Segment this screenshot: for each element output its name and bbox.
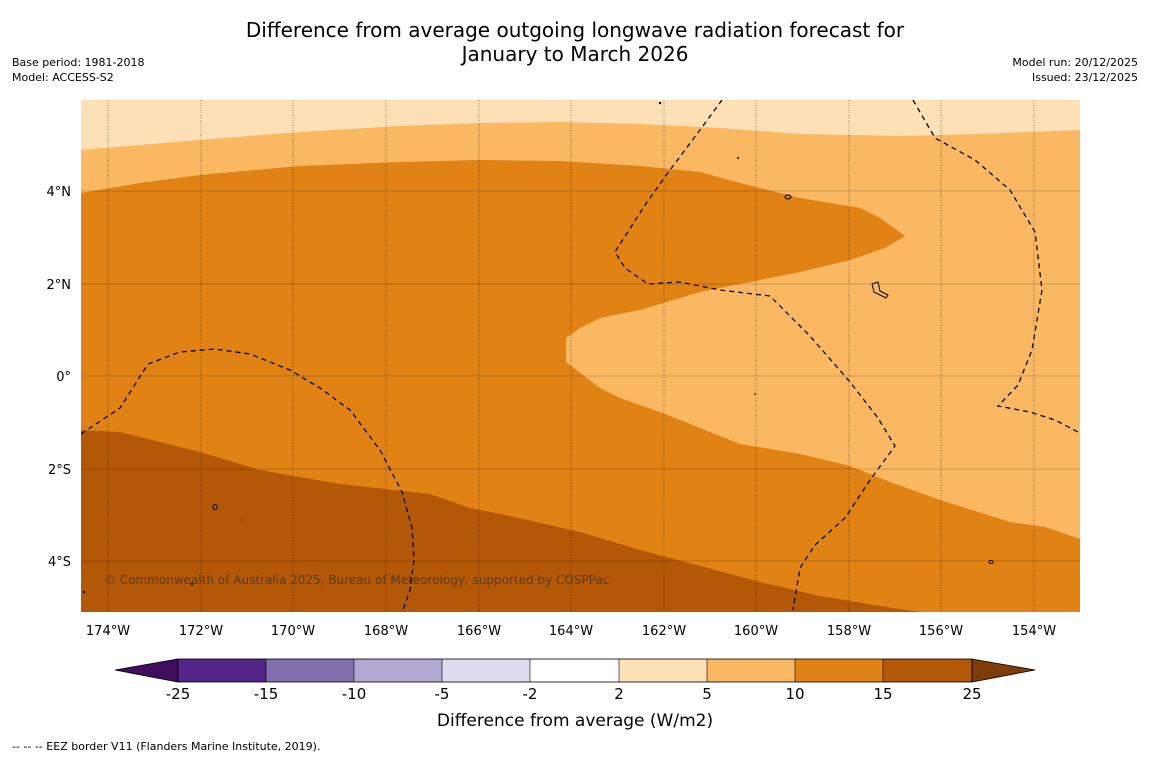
graticule xyxy=(107,100,1035,612)
lat-label: 4°S xyxy=(48,555,71,570)
lon-label: 154°W xyxy=(1012,624,1056,639)
title-line-2: January to March 2026 xyxy=(461,42,689,66)
colorbar-tick: 10 xyxy=(785,685,804,703)
lon-label: 158°W xyxy=(827,624,871,639)
lat-label: 0° xyxy=(56,370,71,385)
lon-label: 172°W xyxy=(179,624,223,639)
forecast-map: © Commonwealth of Australia 2025, Bureau… xyxy=(47,100,1080,731)
colorbar-swatch xyxy=(442,659,530,682)
map-title: Difference from average outgoing longwav… xyxy=(0,18,1150,66)
lon-label: 164°W xyxy=(549,624,593,639)
colorbar-swatch xyxy=(707,659,795,682)
model-run: Model run: 20/12/2025 xyxy=(1012,56,1138,69)
colorbar-tick: -15 xyxy=(254,685,279,703)
colorbar-tick: 25 xyxy=(962,685,981,703)
eez-borders xyxy=(81,100,1079,611)
colorbar-swatch xyxy=(266,659,354,682)
lon-label: 162°W xyxy=(642,624,686,639)
title-line-1: Difference from average outgoing longwav… xyxy=(245,18,905,42)
issued-date: Issued: 23/12/2025 xyxy=(1031,71,1138,84)
lon-label: 166°W xyxy=(457,624,501,639)
colorbar-swatch xyxy=(178,659,266,682)
meta-left: Base period: 1981-2018 Model: ACCESS-S2 xyxy=(12,55,144,85)
colorbar-arrow-high xyxy=(971,658,1036,683)
island-dots xyxy=(82,101,756,594)
colorbar-tick: -5 xyxy=(435,685,450,703)
colorbar-tick: 5 xyxy=(702,685,712,703)
latitude-lines xyxy=(81,190,1080,562)
lon-label: 160°W xyxy=(734,624,778,639)
lon-label: 168°W xyxy=(364,624,408,639)
lat-axis: 4°N 2°N 0° 2°S 4°S xyxy=(47,185,72,570)
copyright-notice: © Commonwealth of Australia 2025, Bureau… xyxy=(104,573,609,587)
colorbar-swatch xyxy=(883,659,972,682)
colorbar-title: Difference from average (W/m2) xyxy=(437,711,713,731)
lat-label: 2°S xyxy=(48,463,71,478)
lat-label: 2°N xyxy=(47,278,72,293)
lat-label: 4°N xyxy=(47,185,72,200)
model-name: Model: ACCESS-S2 xyxy=(12,71,114,84)
colorbar-tick: -25 xyxy=(166,685,191,703)
lon-label: 174°W xyxy=(86,624,130,639)
colorbar-tick: 15 xyxy=(873,685,892,703)
lon-label: 156°W xyxy=(919,624,963,639)
colorbar-tick: 2 xyxy=(614,685,624,703)
colorbar-swatch xyxy=(619,659,707,682)
colorbar-tick: -10 xyxy=(342,685,367,703)
eez-legend-note: -- -- -- EEZ border V11 (Flanders Marine… xyxy=(12,740,321,753)
colorbar-swatch xyxy=(795,659,883,682)
colorbar-arrow-low xyxy=(114,658,179,683)
meta-right: Model run: 20/12/2025 Issued: 23/12/2025 xyxy=(1012,55,1138,85)
colorbar-tick: -2 xyxy=(523,685,538,703)
colorbar-swatch xyxy=(354,659,442,682)
islands xyxy=(212,194,994,564)
lon-label: 170°W xyxy=(271,624,315,639)
lon-axis: 174°W 172°W 170°W 168°W 166°W 164°W 162°… xyxy=(86,624,1056,639)
band-15-25 xyxy=(81,430,920,612)
colorbar-swatch xyxy=(530,659,619,682)
colorbar: -25 -15 -10 -5 -2 2 5 10 15 25 Differenc… xyxy=(114,658,1036,731)
map-plot-area: © Commonwealth of Australia 2025, Bureau… xyxy=(81,100,1080,612)
base-period: Base period: 1981-2018 xyxy=(12,56,145,69)
